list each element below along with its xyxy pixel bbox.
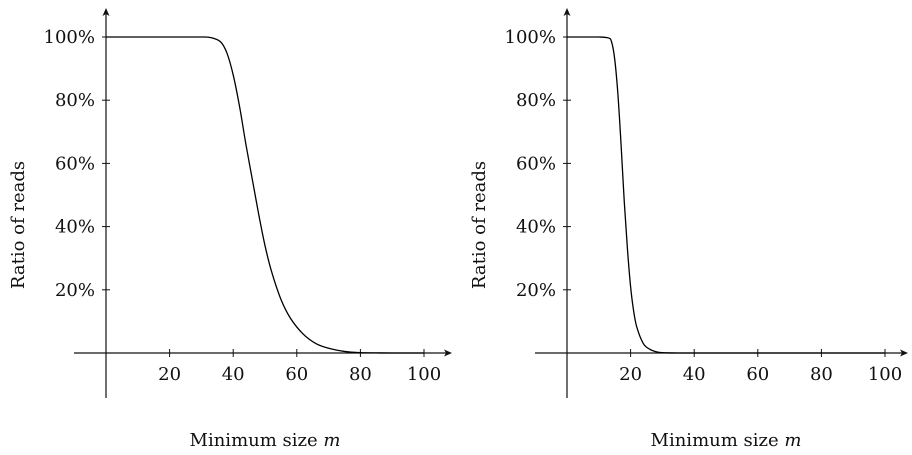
x-tick-label: 100 (407, 364, 441, 385)
y-tick-label: 100% (44, 27, 95, 48)
y-axis-label: Ratio of reads (8, 161, 29, 289)
y-axis-label: Ratio of reads (469, 161, 490, 289)
x-tick-label: 40 (683, 364, 706, 385)
x-tick-label: 80 (349, 364, 372, 385)
x-tick-label: 60 (746, 364, 769, 385)
chart-panel-left: 20 40 60 80 100 20% 40% 60% 80% 100% Minimum size … (8, 8, 452, 451)
x-axis-arrow (900, 349, 908, 357)
x-tick-label: 40 (222, 364, 245, 385)
x-tick-label: 80 (810, 364, 833, 385)
x-tick-label: 60 (285, 364, 308, 385)
y-tick-label: 20% (55, 280, 95, 301)
y-tick-label: 100% (505, 27, 556, 48)
y-tick-label: 20% (516, 280, 556, 301)
y-tick-label: 60% (516, 153, 556, 174)
x-axis-arrow (444, 349, 452, 357)
y-tick-label: 60% (55, 153, 95, 174)
y-tick-label: 40% (55, 217, 95, 238)
y-tick-label: 80% (55, 90, 95, 111)
y-axis-arrow (102, 8, 110, 16)
x-tick-label: 100 (868, 364, 902, 385)
y-axis-arrow (563, 8, 571, 16)
chart-panel-right: 20 40 60 80 100 20% 40% 60% 80% 100% Minimum size … (469, 8, 908, 451)
y-tick-label: 40% (516, 217, 556, 238)
series-line (567, 36, 885, 354)
x-tick-label: 20 (158, 364, 181, 385)
x-tick-label: 20 (619, 364, 642, 385)
series-line (106, 36, 424, 354)
x-axis-label: Minimum size m (651, 430, 802, 451)
y-tick-label: 80% (516, 90, 556, 111)
x-axis-label: Minimum size m (190, 430, 341, 451)
